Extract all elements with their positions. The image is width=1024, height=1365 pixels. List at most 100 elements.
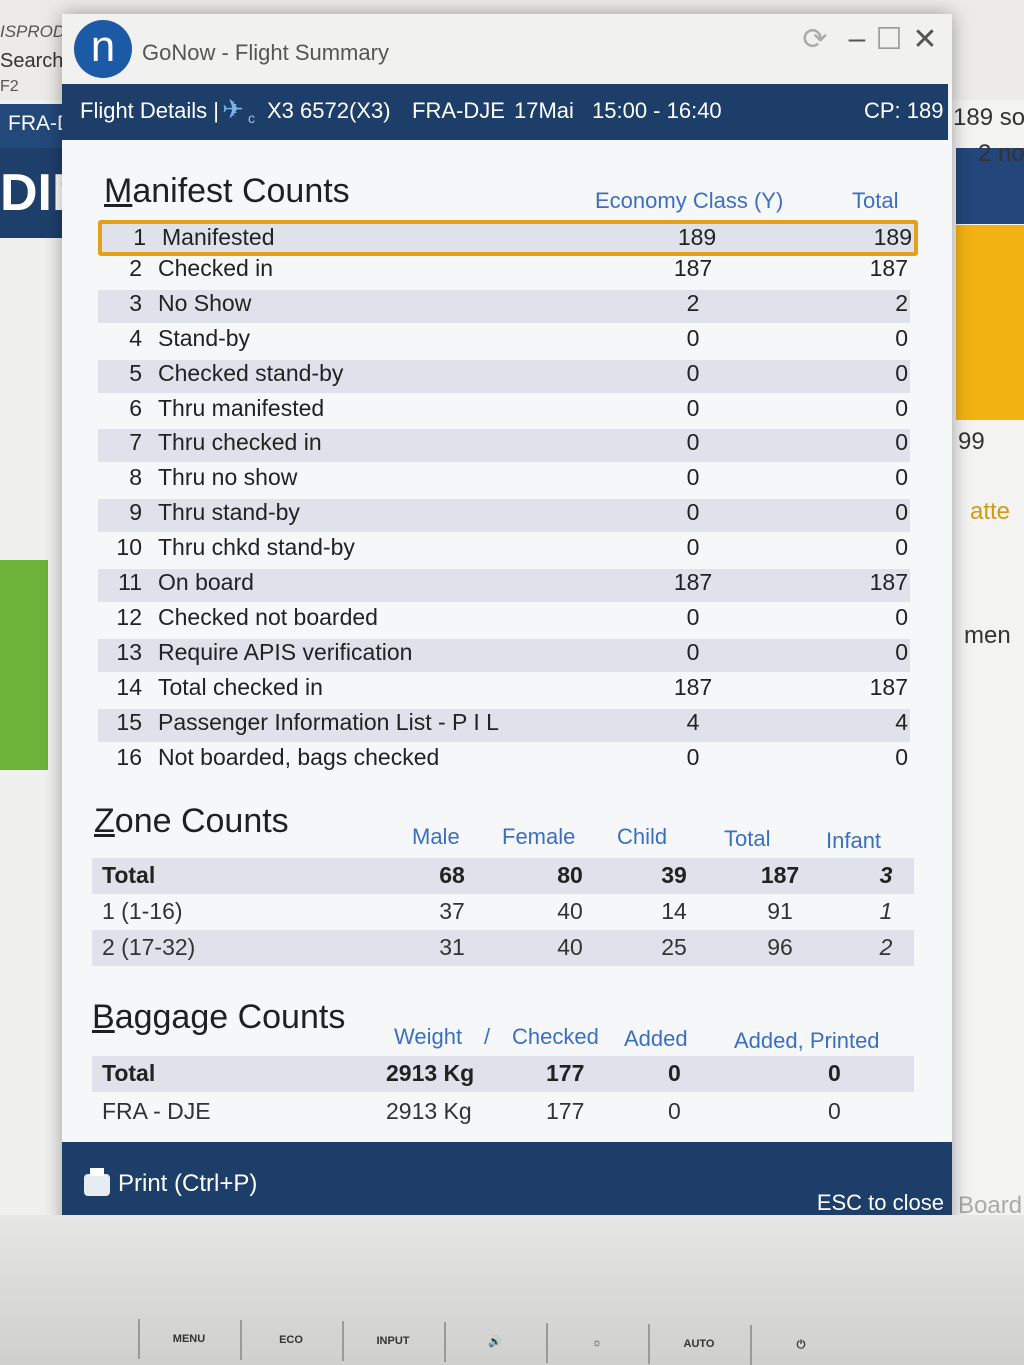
print-button[interactable]: Print (Ctrl+P) xyxy=(84,1167,258,1198)
monitor-button[interactable]: AUTO xyxy=(648,1324,748,1364)
manifest-row[interactable]: 7 Thru checked in 0 0 xyxy=(98,429,910,463)
manifest-row[interactable]: 2 Checked in 187 187 xyxy=(98,255,910,288)
row-number: 12 xyxy=(116,603,142,630)
row-number: 15 xyxy=(116,708,142,735)
row-number: 16 xyxy=(116,743,142,770)
zone-child: 25 xyxy=(661,934,687,960)
zone-total: 96 xyxy=(767,934,793,960)
total-count: 4 xyxy=(895,708,908,735)
manifest-row[interactable]: 5 Checked stand-by 0 0 xyxy=(98,359,910,393)
row-number: 14 xyxy=(116,673,142,700)
baggage-checked: 177 xyxy=(546,1060,585,1086)
row-label: Thru manifested xyxy=(158,394,325,421)
row-label: On board xyxy=(158,569,254,595)
total-count: 0 xyxy=(895,429,908,456)
monitor-button[interactable]: ⏻ xyxy=(750,1325,850,1365)
manifest-row[interactable]: 10 Thru chkd stand-by 0 0 xyxy=(98,534,910,567)
background-text: 99 xyxy=(958,428,985,455)
zone-counts-title: Zone Counts xyxy=(94,802,289,840)
row-label: Passenger Information List - P I L xyxy=(158,708,499,735)
manifest-row[interactable]: 16 Not boarded, bags checked 0 0 xyxy=(98,744,910,777)
economy-count: 2 xyxy=(686,289,700,316)
manifest-row[interactable]: 13 Require APIS verification 0 0 xyxy=(98,638,910,672)
manifest-row[interactable]: 14 Total checked in 187 187 xyxy=(98,674,910,707)
background-text: ISPROD6 xyxy=(0,22,75,41)
background-text: Board xyxy=(958,1192,1023,1219)
row-number: 5 xyxy=(129,359,142,386)
total-count: 2 xyxy=(895,289,908,316)
manifest-row[interactable]: 9 Thru stand-by 0 0 xyxy=(98,499,910,533)
total-count: 187 xyxy=(869,673,908,700)
background-text: men xyxy=(964,622,1011,649)
baggage-weight: 2913 Kg xyxy=(386,1060,475,1086)
row-label: Manifested xyxy=(162,224,275,250)
manifest-row[interactable]: 6 Thru manifested 0 0 xyxy=(98,395,910,428)
manifest-row[interactable]: 4 Stand-by 0 0 xyxy=(98,325,910,358)
refresh-icon[interactable]: ⟳ xyxy=(802,23,828,56)
baggage-name: FRA - DJE xyxy=(102,1098,211,1124)
airline-code: c xyxy=(248,110,255,126)
background-text: F2 xyxy=(0,78,19,95)
economy-count: 187 xyxy=(673,254,713,281)
zone-female: 80 xyxy=(557,862,583,888)
total-count: 0 xyxy=(895,499,908,526)
row-number: 1 xyxy=(133,224,146,250)
monitor-button[interactable]: MENU xyxy=(138,1319,238,1359)
minimize-button[interactable]: – xyxy=(848,22,866,55)
weight-header: Weight xyxy=(394,1024,463,1049)
zone-name: 1 (1-16) xyxy=(102,898,183,924)
checked-header: Checked xyxy=(512,1024,599,1049)
zone-female: 40 xyxy=(557,934,583,960)
maximize-button[interactable]: ☐ xyxy=(875,23,903,56)
economy-count: 187 xyxy=(673,569,713,595)
manifest-row[interactable]: 12 Checked not boarded 0 0 xyxy=(98,604,910,637)
baggage-checked: 177 xyxy=(546,1098,585,1124)
row-label: Total checked in xyxy=(158,673,323,700)
zone-child: 14 xyxy=(661,898,687,924)
economy-count: 187 xyxy=(673,673,713,700)
zone-total: 187 xyxy=(760,862,800,888)
row-number: 8 xyxy=(129,464,142,491)
background-text: 2 no xyxy=(978,140,1024,167)
total-count: 0 xyxy=(895,743,908,770)
zone-name: 2 (17-32) xyxy=(102,934,196,960)
zone-row: Total 68 80 39 187 3 xyxy=(92,858,914,894)
row-label: Stand-by xyxy=(158,324,251,351)
zone-total: 91 xyxy=(767,898,793,924)
baggage-added: 0 xyxy=(668,1098,681,1124)
economy-count: 189 xyxy=(677,224,717,250)
total-count: 0 xyxy=(895,359,908,386)
row-number: 11 xyxy=(118,569,142,595)
manifest-row[interactable]: 15 Passenger Information List - P I L 4 4 xyxy=(98,708,910,742)
flight-number: X3 6572(X3) xyxy=(267,98,391,123)
close-button[interactable]: ✕ xyxy=(912,23,938,56)
manifest-row[interactable]: 11 On board 187 187 xyxy=(98,569,910,602)
row-label: Thru chkd stand-by xyxy=(158,534,355,561)
infant-header: Infant xyxy=(826,828,882,853)
row-number: 7 xyxy=(129,429,142,456)
cp-count: CP: 189 xyxy=(864,98,944,123)
manifest-row[interactable]: 1 Manifested 189 189 xyxy=(98,220,918,256)
monitor-button[interactable]: 🔊 xyxy=(444,1322,544,1362)
row-label: No Show xyxy=(158,289,252,316)
background-search: Search xyxy=(0,50,64,72)
monitor-button[interactable]: ECO xyxy=(240,1320,340,1360)
window-title: GoNow - Flight Summary xyxy=(142,40,389,65)
zone-infant: 1 xyxy=(879,898,893,924)
total-count: 187 xyxy=(869,254,908,281)
manifest-row[interactable]: 8 Thru no show 0 0 xyxy=(98,464,910,497)
added-header: Added xyxy=(624,1026,688,1051)
zone-infant: 3 xyxy=(879,862,893,888)
monitor-button[interactable]: ☼ xyxy=(546,1323,646,1363)
airline-icon: ✈ xyxy=(222,94,244,124)
monitor-button[interactable]: INPUT xyxy=(342,1321,442,1361)
child-header: Child xyxy=(617,824,668,849)
row-number: 10 xyxy=(116,534,142,561)
manifest-row[interactable]: 3 No Show 2 2 xyxy=(98,289,910,323)
zone-male: 31 xyxy=(439,934,465,960)
print-label: Print (Ctrl+P) xyxy=(118,1170,258,1197)
economy-count: 0 xyxy=(686,499,700,526)
total-count: 0 xyxy=(895,394,908,421)
summary-content: Manifest Counts Economy Class (Y) Total … xyxy=(62,140,952,1140)
row-number: 2 xyxy=(129,254,142,281)
